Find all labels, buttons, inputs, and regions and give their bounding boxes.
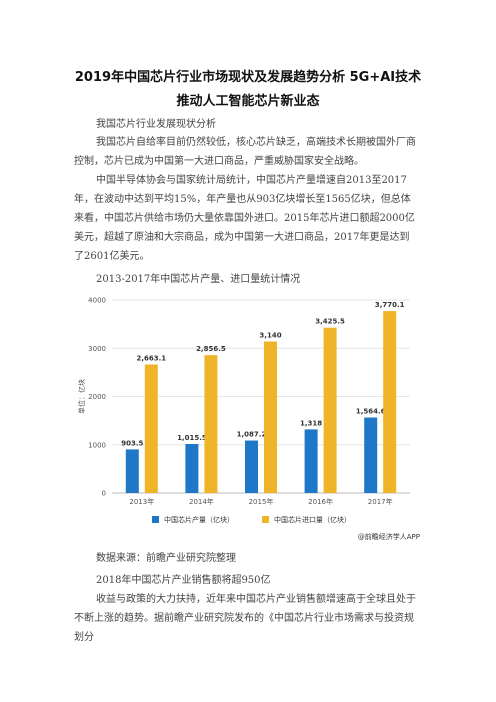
data-label: 1,015.5 [177,434,207,442]
data-label: 3,770.1 [375,301,405,309]
legend-swatch-production [152,516,159,523]
data-label: 2,663.1 [136,355,166,363]
y-axis-label: 单位：亿块 [77,379,86,414]
bar-imports [383,311,397,493]
page-title-line-2: 推动人工智能芯片新业态 [176,94,320,109]
y-tick-label: 3000 [88,345,106,353]
bar-imports [323,327,337,493]
chart-heading: 2013-2017年中国芯片产量、进口量统计情况 [96,274,301,285]
x-tick-label: 2016年 [308,497,333,506]
bar-production [185,444,199,493]
data-label: 3,425.5 [315,318,345,326]
paragraph-self-sufficiency: 我国芯片自给率目前仍然较低，核心芯片缺乏，高端技术长期被国外厂商控制，芯片已成为… [74,137,416,167]
x-tick-label: 2017年 [368,497,393,506]
chart-source-mark: @前瞻经济学人APP [358,532,420,541]
bar-imports [144,364,158,493]
data-label: 903.5 [121,439,143,447]
paragraph-sales: 收益与政策的大力扶持，近年来中国芯片产业销售额增速高于全球且处于不断上涨的趋势。… [74,594,416,643]
data-label: 2,856.5 [196,345,226,353]
legend-swatch-imports [262,516,269,523]
x-tick-label: 2015年 [249,497,274,506]
bar-production [304,429,318,493]
bar-production [245,440,258,493]
bar-imports [204,355,218,493]
legend-label-production: 中国芯片产量（亿块） [164,515,234,524]
data-label: 1,318 [300,419,322,427]
x-tick-label: 2013年 [129,497,154,506]
bar-chart: 0 1000 2000 3000 4000 单位：亿块 903.5 2,663.1 2013年 1… [77,297,420,542]
source-note: 数据来源：前瞻产业研究院整理 [96,553,236,564]
bar-production [364,417,378,493]
data-label: 1,564.6 [356,408,386,416]
bar-production [125,449,139,493]
y-tick-label: 0 [102,490,106,498]
y-tick-label: 1000 [88,441,106,449]
data-label: 1,087.2 [237,431,267,439]
data-label: 3,140 [259,331,281,339]
section-heading-status: 我国芯片行业发展现状分析 [96,119,216,130]
page-title-line-1: 2019年中国芯片行业市场现状及发展趋势分析 5G+AI技术 [74,70,422,85]
section-heading-sales: 2018年中国芯片产业销售额将超950亿 [96,575,271,586]
x-tick-label: 2014年 [189,497,214,506]
legend-label-imports: 中国芯片进口量（亿块） [274,515,351,524]
y-tick-label: 4000 [88,297,106,305]
bar-imports [264,341,277,493]
y-tick-label: 2000 [88,393,106,401]
paragraph-production-imports: 中国半导体协会与国家统计局统计，中国芯片产量增速自2013至2017年，在波动中… [74,175,415,262]
